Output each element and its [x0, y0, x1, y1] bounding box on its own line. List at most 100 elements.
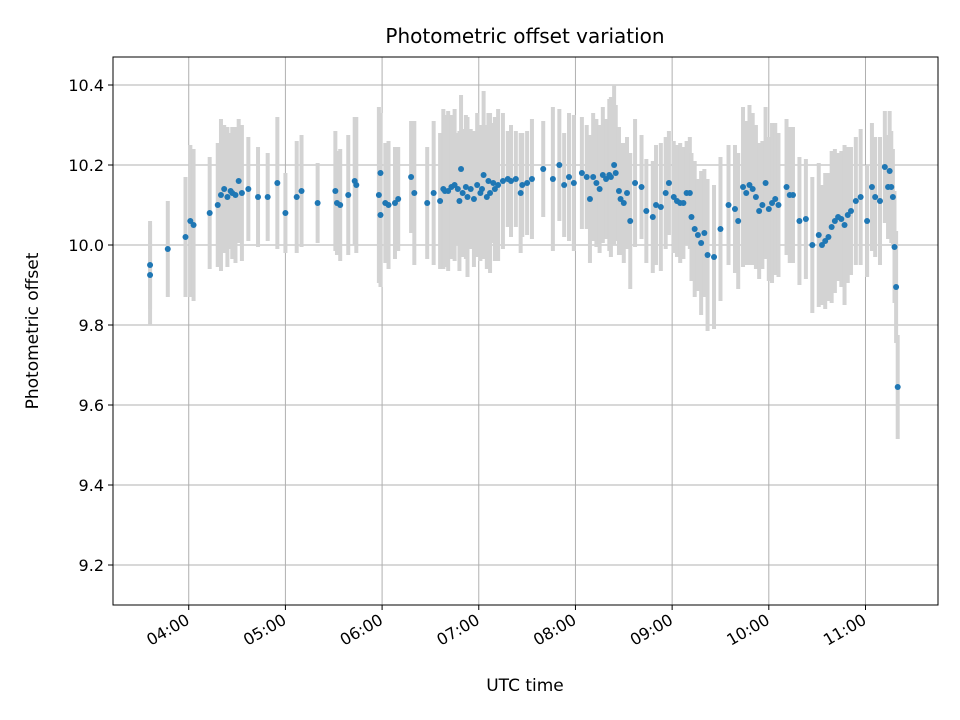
data-point: [470, 196, 477, 202]
data-point: [583, 174, 590, 180]
data-point: [632, 180, 639, 186]
data-point: [190, 222, 197, 228]
data-point: [395, 196, 402, 202]
data-point: [894, 384, 901, 390]
data-point: [337, 202, 344, 208]
data-point: [698, 240, 705, 246]
data-point: [164, 246, 171, 252]
data-points: [147, 162, 901, 390]
data-point: [480, 172, 487, 178]
data-point: [462, 184, 469, 190]
data-point: [586, 196, 593, 202]
data-point: [437, 198, 444, 204]
data-point: [740, 184, 747, 190]
data-point: [540, 166, 547, 172]
data-point: [789, 192, 796, 198]
data-point: [570, 180, 577, 186]
data-point: [490, 180, 497, 186]
data-point: [749, 186, 756, 192]
data-point: [825, 234, 832, 240]
y-tick-label: 10.4: [68, 76, 104, 95]
data-point: [746, 182, 753, 188]
data-point: [224, 194, 231, 200]
data-point: [615, 188, 622, 194]
data-point: [624, 190, 631, 196]
data-point: [752, 194, 759, 200]
data-point: [735, 218, 742, 224]
data-point: [607, 174, 614, 180]
data-point: [245, 186, 252, 192]
data-point: [852, 198, 859, 204]
data-point: [561, 182, 568, 188]
data-point: [408, 174, 415, 180]
data-point: [847, 208, 854, 214]
data-point: [838, 216, 845, 222]
data-point: [424, 200, 431, 206]
y-tick-label: 10.0: [68, 236, 104, 255]
data-point: [549, 176, 556, 182]
y-tick-label: 9.6: [79, 396, 104, 415]
data-point: [507, 178, 514, 184]
data-point: [593, 180, 600, 186]
data-point: [255, 194, 262, 200]
data-point: [822, 238, 829, 244]
data-point: [566, 174, 573, 180]
data-point: [694, 232, 701, 238]
data-point: [893, 284, 900, 290]
data-point: [809, 242, 816, 248]
data-point: [638, 184, 645, 190]
data-point: [759, 202, 766, 208]
data-point: [665, 180, 672, 186]
data-point: [214, 202, 221, 208]
data-point: [775, 202, 782, 208]
data-point: [147, 262, 154, 268]
data-point: [459, 190, 466, 196]
data-point: [474, 182, 481, 188]
data-point: [232, 192, 239, 198]
y-tick-label: 9.8: [79, 316, 104, 335]
data-point: [881, 164, 888, 170]
data-point: [653, 202, 660, 208]
data-point: [868, 184, 875, 190]
plot-frame: [112, 56, 939, 606]
data-point: [627, 218, 634, 224]
data-point: [643, 208, 650, 214]
data-point: [611, 162, 618, 168]
data-point: [411, 190, 418, 196]
data-point: [451, 182, 458, 188]
data-point: [519, 182, 526, 188]
data-point: [762, 180, 769, 186]
data-point: [662, 190, 669, 196]
data-point: [603, 176, 610, 182]
data-point: [828, 224, 835, 230]
data-point: [282, 210, 289, 216]
data-point: [815, 232, 822, 238]
data-point: [293, 194, 300, 200]
data-point: [353, 182, 360, 188]
data-point: [499, 178, 506, 184]
data-point: [769, 200, 776, 206]
data-point: [617, 196, 624, 202]
data-point: [596, 186, 603, 192]
data-point: [445, 188, 452, 194]
x-axis-label: UTC time: [486, 676, 564, 696]
data-point: [332, 188, 339, 194]
data-point: [487, 190, 494, 196]
data-point: [375, 192, 382, 198]
data-point: [711, 254, 718, 260]
data-point: [578, 170, 585, 176]
data-point: [670, 194, 677, 200]
data-point: [377, 170, 384, 176]
data-point: [467, 186, 474, 192]
data-point: [841, 222, 848, 228]
data-point: [221, 186, 228, 192]
data-point: [649, 214, 656, 220]
y-tick-label: 9.4: [79, 476, 104, 495]
data-point: [857, 194, 864, 200]
data-point: [314, 200, 321, 206]
data-point: [844, 212, 851, 218]
data-point: [796, 218, 803, 224]
data-point: [264, 194, 271, 200]
data-point: [717, 226, 724, 232]
